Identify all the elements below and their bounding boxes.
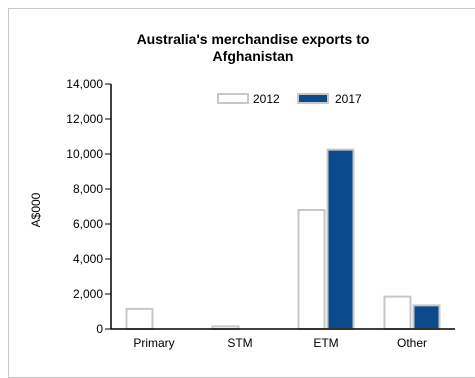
x-tick-label: STM — [227, 336, 252, 350]
y-axis-ticks: 0 2,000 4,000 6,000 8,000 10,000 12,000 14,000 — [66, 77, 111, 336]
bar-2012-other — [383, 295, 412, 330]
y-tick-label: 4,000 — [73, 252, 103, 266]
y-tick-label: 0 — [96, 322, 103, 336]
legend-swatch-2012 — [217, 93, 249, 104]
y-tick-label: 6,000 — [73, 217, 103, 231]
y-tick-label: 8,000 — [73, 182, 103, 196]
bar-2012-primary — [125, 307, 154, 330]
chart-title-line-2: Afghanistan — [213, 48, 294, 64]
x-axis-ticks: Primary STM ETM Other — [133, 336, 427, 350]
y-tick-label: 14,000 — [66, 77, 103, 91]
legend-label-2012: 2012 — [253, 92, 280, 106]
chart-frame: Australia's merchandise exports to Afgha… — [8, 8, 475, 378]
x-tick-label: Primary — [133, 336, 174, 350]
x-tick-label: Other — [397, 336, 427, 350]
y-tick-label: 2,000 — [73, 287, 103, 301]
x-tick-label: ETM — [313, 336, 338, 350]
bar-2017-other — [412, 304, 441, 330]
legend: 2012 2017 — [217, 92, 362, 106]
bar-chart: Australia's merchandise exports to Afgha… — [29, 31, 455, 350]
y-tick-label: 12,000 — [66, 112, 103, 126]
bar-2012-etm — [297, 209, 326, 330]
chart-title-line-1: Australia's merchandise exports to — [137, 31, 370, 47]
y-tick-label: 10,000 — [66, 147, 103, 161]
legend-label-2017: 2017 — [335, 92, 362, 106]
bars — [125, 148, 441, 330]
y-axis-label: A$000 — [29, 192, 43, 227]
bar-2017-etm — [326, 148, 355, 330]
legend-swatch-2017 — [297, 93, 329, 104]
